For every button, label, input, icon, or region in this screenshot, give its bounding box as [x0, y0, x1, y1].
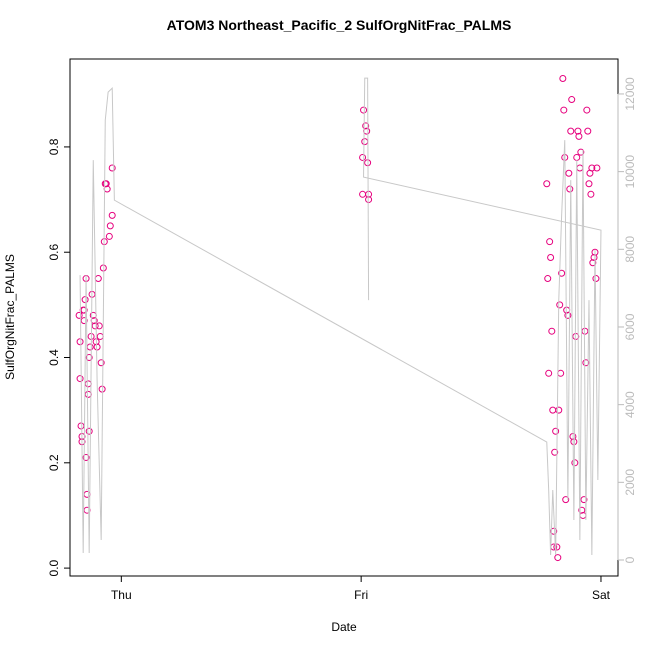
- point: [97, 359, 105, 367]
- point: [94, 275, 102, 283]
- point: [568, 96, 576, 104]
- point: [590, 253, 598, 261]
- y-tick-label: 0.8: [47, 138, 61, 155]
- point: [592, 275, 600, 283]
- point: [554, 554, 562, 562]
- point: [580, 496, 588, 504]
- point: [589, 259, 597, 267]
- point: [588, 164, 596, 172]
- point: [85, 354, 93, 362]
- point: [105, 232, 113, 240]
- point: [80, 306, 88, 314]
- point: [548, 327, 556, 335]
- point: [573, 153, 581, 161]
- x-axis-label: Date: [331, 620, 357, 634]
- y2-tick-label: 12000: [623, 77, 637, 111]
- point: [362, 122, 370, 130]
- point: [564, 311, 572, 319]
- point: [574, 127, 582, 135]
- point: [82, 454, 90, 462]
- point: [86, 343, 94, 351]
- point: [75, 311, 83, 319]
- point: [583, 106, 591, 114]
- y-axis-label: SulfOrgNitFrac_PALMS: [3, 254, 17, 380]
- point: [106, 222, 114, 230]
- point: [547, 253, 555, 261]
- point: [553, 543, 561, 551]
- point: [557, 369, 565, 377]
- point: [567, 127, 575, 135]
- y2-tick-label: 10000: [623, 155, 637, 189]
- point: [578, 506, 586, 514]
- point: [550, 527, 558, 535]
- point: [77, 422, 85, 430]
- point: [566, 185, 574, 193]
- point: [108, 211, 116, 219]
- point: [95, 322, 103, 330]
- point: [570, 438, 578, 446]
- point: [84, 380, 92, 388]
- point: [108, 164, 116, 172]
- point: [361, 138, 369, 146]
- point: [552, 427, 560, 435]
- point: [93, 343, 101, 351]
- point: [545, 369, 553, 377]
- y2-tick-label: 4000: [623, 391, 637, 418]
- point: [560, 106, 568, 114]
- y2-tick-label: 0: [623, 556, 637, 563]
- point: [565, 169, 573, 177]
- y-tick-label: 0.6: [47, 244, 61, 261]
- y-tick-label: 0.2: [47, 454, 61, 471]
- point: [558, 269, 566, 277]
- point: [549, 406, 557, 414]
- altitude-line: [79, 77, 602, 556]
- point: [546, 238, 554, 246]
- point: [359, 153, 367, 161]
- point: [555, 406, 563, 414]
- y2-tick-label: 2000: [623, 469, 637, 496]
- point: [577, 148, 585, 156]
- point: [360, 106, 368, 114]
- point: [551, 448, 559, 456]
- x-tick-label: Sat: [592, 588, 611, 602]
- y2-tick-label: 6000: [623, 313, 637, 340]
- point: [96, 332, 104, 340]
- y2-tick-label: 8000: [623, 236, 637, 263]
- point: [102, 180, 110, 188]
- point: [76, 375, 84, 383]
- chart-title: ATOM3 Northeast_Pacific_2 SulfOrgNitFrac…: [167, 17, 512, 33]
- point: [584, 127, 592, 135]
- y-tick-label: 0.4: [47, 349, 61, 366]
- point: [80, 317, 88, 325]
- point: [575, 132, 583, 140]
- point: [576, 164, 584, 172]
- plot-frame: [69, 58, 619, 577]
- point: [544, 275, 552, 283]
- point: [587, 190, 595, 198]
- point: [562, 496, 570, 504]
- point: [556, 301, 564, 309]
- point: [582, 359, 590, 367]
- x-tick-label: Fri: [354, 588, 368, 602]
- point: [559, 74, 567, 82]
- point: [81, 296, 89, 304]
- point: [543, 180, 551, 188]
- point: [593, 164, 601, 172]
- point: [359, 190, 367, 198]
- point: [76, 338, 84, 346]
- point: [85, 427, 93, 435]
- y-tick-label: 0.0: [47, 559, 61, 576]
- x-tick-label: Thu: [111, 588, 132, 602]
- point: [585, 180, 593, 188]
- point: [83, 490, 91, 498]
- point: [91, 322, 99, 330]
